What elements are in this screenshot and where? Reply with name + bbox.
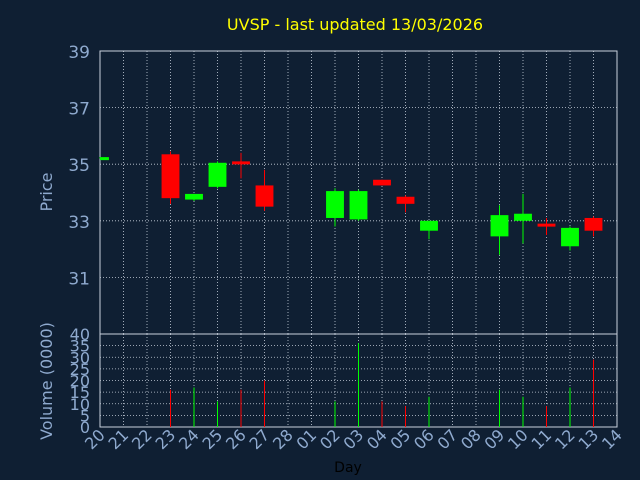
volume-tick-label: 10 [70,395,90,414]
candle-body [584,217,603,231]
candle-body [490,215,509,237]
candle-body [100,157,109,161]
volume-tick-label: 5 [80,406,90,425]
candle-body [537,223,556,227]
x-axis-ticks: 2021222324252627280102030405060708091011… [81,425,626,453]
candle [326,188,344,227]
candle-body [208,162,227,187]
candle [99,157,109,161]
candle [373,179,391,186]
candle-body [514,213,532,221]
candle [420,220,438,240]
volume-tick-label: 20 [70,372,90,391]
price-tick-label: 37 [68,100,90,120]
volume-tick-label: 0 [80,418,90,437]
price-tick-label: 33 [68,213,90,233]
candle [161,151,180,204]
candle [514,193,532,244]
volume-tick-label: 15 [70,383,90,402]
candle-body [561,227,579,247]
candle [561,226,579,251]
candle [208,161,227,189]
candle [232,152,250,179]
candle [537,217,556,235]
candle-body [161,154,180,199]
price-tick-label: 35 [68,156,90,176]
candle [584,216,603,237]
price-tick-label: 39 [68,43,90,63]
price-axis-label: Price [37,172,56,211]
candle-body [232,161,250,165]
volume-tick-label: 35 [70,337,90,356]
candle [396,195,415,213]
candles [99,151,603,255]
x-tick-label: 14 [598,425,626,453]
candle-body [396,196,415,204]
price-tick-label: 31 [68,269,90,289]
candle-body [349,191,368,220]
candle [349,189,368,221]
volume-tick-label: 30 [70,348,90,367]
volume-bars [170,343,594,427]
candle-body [420,220,438,231]
chart-title: UVSP - last updated 13/03/2026 [227,15,483,34]
candle-body [185,193,203,200]
candle [490,205,509,255]
candle-body [255,185,274,207]
volume-tick-label: 25 [70,360,90,379]
price-axis-ticks: 31 33 35 37 39 [68,43,90,289]
candle [255,169,274,211]
volume-axis-label: Volume (0000) [37,322,56,440]
volume-tick-label: 40 [70,325,90,344]
candle [185,193,203,201]
candle-body [326,191,344,218]
x-axis-label: Day [334,460,362,476]
candle-body [373,179,391,186]
